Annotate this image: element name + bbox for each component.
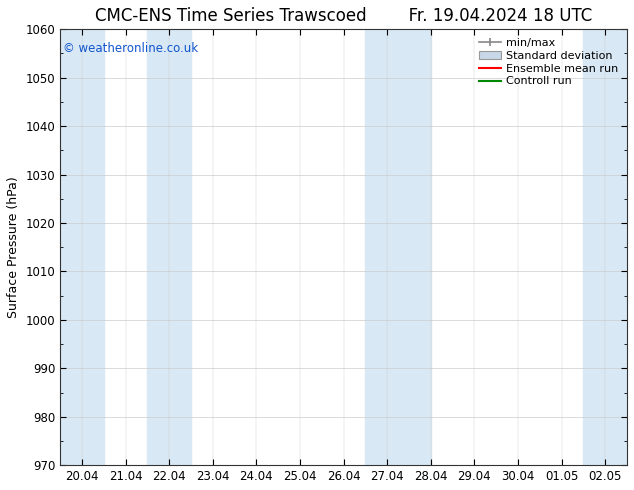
- Text: © weatheronline.co.uk: © weatheronline.co.uk: [63, 42, 198, 55]
- Bar: [147, 29, 191, 465]
- Title: CMC-ENS Time Series Trawscoed        Fr. 19.04.2024 18 UTC: CMC-ENS Time Series Trawscoed Fr. 19.04.…: [95, 7, 592, 25]
- Y-axis label: Surface Pressure (hPa): Surface Pressure (hPa): [7, 176, 20, 318]
- Bar: [365, 29, 431, 465]
- Bar: [583, 29, 634, 465]
- Legend: min/max, Standard deviation, Ensemble mean run, Controll run: min/max, Standard deviation, Ensemble me…: [476, 35, 621, 90]
- Bar: [60, 29, 104, 465]
